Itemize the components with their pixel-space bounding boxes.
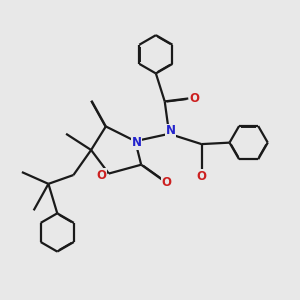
- Text: O: O: [161, 176, 171, 189]
- Text: O: O: [196, 170, 206, 183]
- Text: N: N: [166, 124, 176, 137]
- Text: O: O: [189, 92, 199, 105]
- Text: N: N: [132, 136, 142, 149]
- Text: O: O: [96, 169, 106, 182]
